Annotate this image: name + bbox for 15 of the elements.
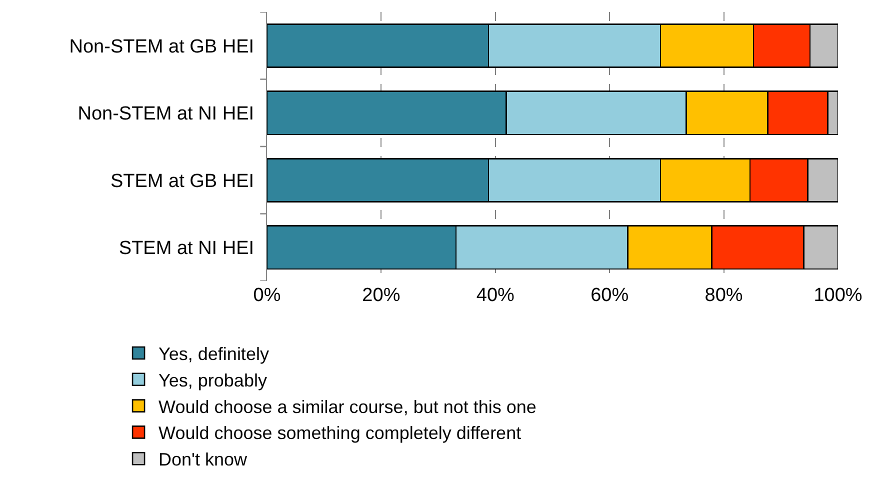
x-tick-label: 80% — [704, 285, 743, 306]
x-tick-label: 100% — [814, 285, 862, 306]
legend-label: Don't know — [158, 450, 248, 470]
x-tick-label: 20% — [362, 285, 400, 306]
y-tick-label: Non-STEM at NI HEI — [78, 104, 254, 125]
y-tick-label: Non-STEM at GB HEI — [69, 36, 254, 58]
legend-label: Would choose something completely different — [158, 423, 522, 444]
y-tick-label: STEM at GB HEI — [110, 170, 254, 192]
x-tick-label: 60% — [590, 285, 629, 306]
legend-label: Yes, definitely — [158, 344, 269, 364]
x-tick-label: 40% — [476, 285, 515, 306]
legend-label: Would choose a similar course, but not this one — [158, 396, 536, 417]
x-tick-label: 0% — [253, 285, 281, 306]
y-tick-label: STEM at NI HEI — [118, 238, 254, 260]
legend-label: Yes, probably — [158, 370, 267, 390]
